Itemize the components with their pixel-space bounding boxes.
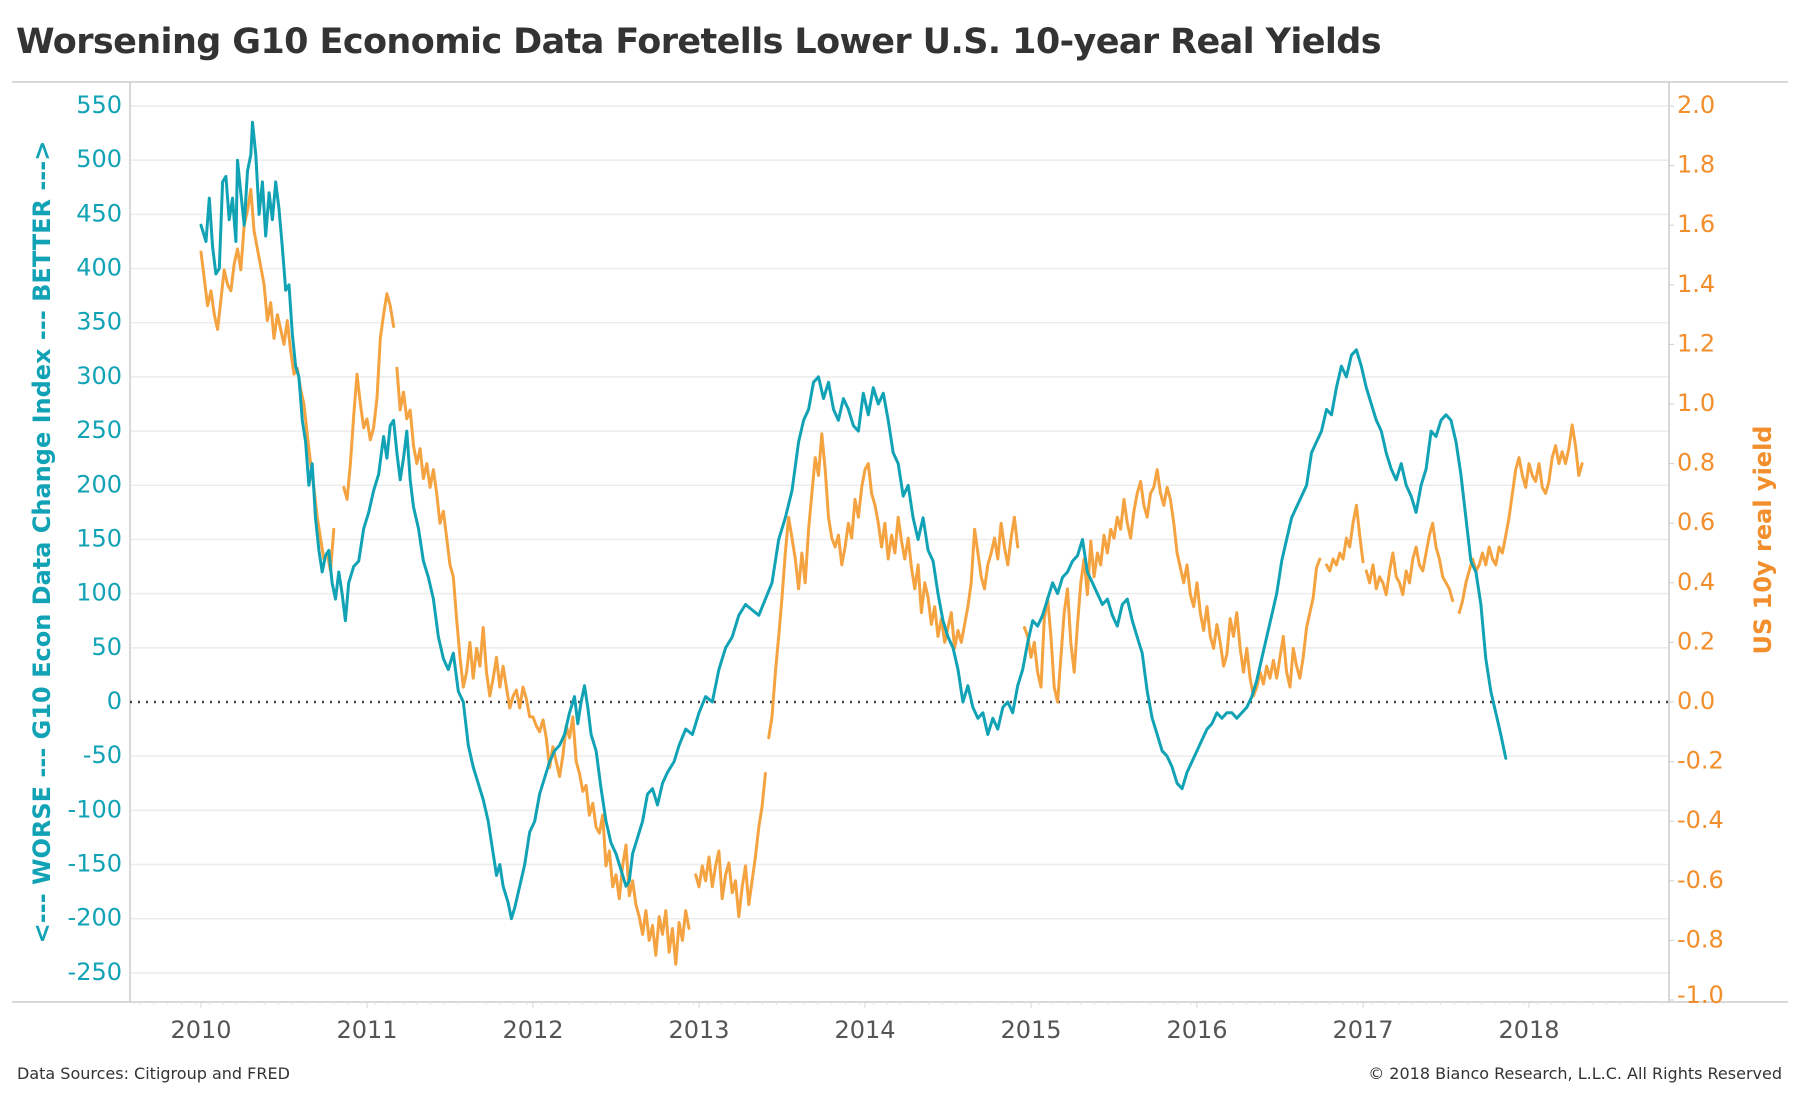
- x-tick-label: 2015: [1000, 1016, 1061, 1044]
- right-tick-label: 0.6: [1677, 508, 1715, 536]
- left-tick-label: 100: [76, 579, 122, 607]
- real-yield-line-segment: [395, 366, 691, 966]
- left-tick-label: -100: [68, 795, 122, 823]
- right-tick-label: 2.0: [1677, 91, 1715, 119]
- left-tick-label: 400: [76, 254, 122, 282]
- right-axis-ticks: 2.0 1.8 1.6 1.4 1.2 1.0 0.8 0.6 0.4 0.2 0.0 -0.2 -0.…: [1669, 91, 1724, 1009]
- right-tick-label: 0.2: [1677, 627, 1715, 655]
- x-tick-label: 2010: [170, 1016, 231, 1044]
- left-tick-label: -50: [83, 741, 122, 769]
- left-tick-label: 250: [76, 416, 122, 444]
- right-tick-label: 1.4: [1677, 270, 1715, 298]
- left-tick-label: 200: [76, 470, 122, 498]
- real-yield-line-segment: [342, 292, 396, 501]
- right-tick-label: 1.2: [1677, 329, 1715, 357]
- left-axis-ticks: 550500450400350300250200150100500-50-100…: [68, 91, 122, 986]
- x-tick-label: 2011: [336, 1016, 397, 1044]
- left-tick-label: -150: [68, 850, 122, 878]
- g10-index-line-segment: [199, 120, 1508, 921]
- left-tick-label: 50: [91, 633, 122, 661]
- x-axis-ticks: 2010 2011 2012 2013 2014 2015 2016 2017 2018: [139, 1002, 1663, 1044]
- series-lines: [199, 120, 1584, 966]
- right-tick-label: -1.0: [1677, 981, 1724, 1009]
- real-yield-line-segment: [694, 772, 767, 919]
- copyright-note: © 2018 Bianco Research, L.L.C. All Right…: [1368, 1064, 1782, 1083]
- right-tick-label: 0.0: [1677, 687, 1715, 715]
- real-yield-line-segment: [1457, 423, 1584, 615]
- right-axis-title: US 10y real yield: [1749, 426, 1777, 655]
- real-yield-line-segment: [1364, 521, 1455, 603]
- gridlines: [130, 105, 1669, 974]
- left-tick-label: 350: [76, 308, 122, 336]
- real-yield-line-segment: [767, 432, 1020, 740]
- real-yield-line-segment: [1022, 468, 1322, 704]
- right-tick-label: 1.8: [1677, 151, 1715, 179]
- left-tick-label: 300: [76, 362, 122, 390]
- right-tick-label: 1.6: [1677, 210, 1715, 238]
- data-sources-note: Data Sources: Citigroup and FRED: [17, 1064, 290, 1083]
- x-tick-label: 2013: [668, 1016, 729, 1044]
- right-tick-label: -0.8: [1677, 925, 1724, 953]
- right-tick-label: -0.2: [1677, 747, 1724, 775]
- x-tick-label: 2014: [834, 1016, 895, 1044]
- right-tick-label: -0.6: [1677, 866, 1724, 894]
- left-tick-label: 150: [76, 524, 122, 552]
- right-tick-label: -0.4: [1677, 806, 1724, 834]
- x-tick-label: 2017: [1332, 1016, 1393, 1044]
- right-tick-label: 0.8: [1677, 449, 1715, 477]
- left-tick-label: 500: [76, 145, 122, 173]
- left-tick-label: 0: [107, 687, 122, 715]
- right-tick-label: 0.4: [1677, 568, 1715, 596]
- left-tick-label: -200: [68, 904, 122, 932]
- x-tick-label: 2012: [502, 1016, 563, 1044]
- chart-title: Worsening G10 Economic Data Foretells Lo…: [16, 22, 1382, 62]
- x-tick-label: 2016: [1166, 1016, 1227, 1044]
- x-tick-label: 2018: [1498, 1016, 1559, 1044]
- left-tick-label: -250: [68, 958, 122, 986]
- left-tick-label: 450: [76, 199, 122, 227]
- left-axis-title: <--- WORSE --- G10 Econ Data Change Inde…: [28, 141, 56, 944]
- left-tick-label: 550: [76, 91, 122, 119]
- right-tick-label: 1.0: [1677, 389, 1715, 417]
- real-yield-line-segment: [1325, 503, 1365, 573]
